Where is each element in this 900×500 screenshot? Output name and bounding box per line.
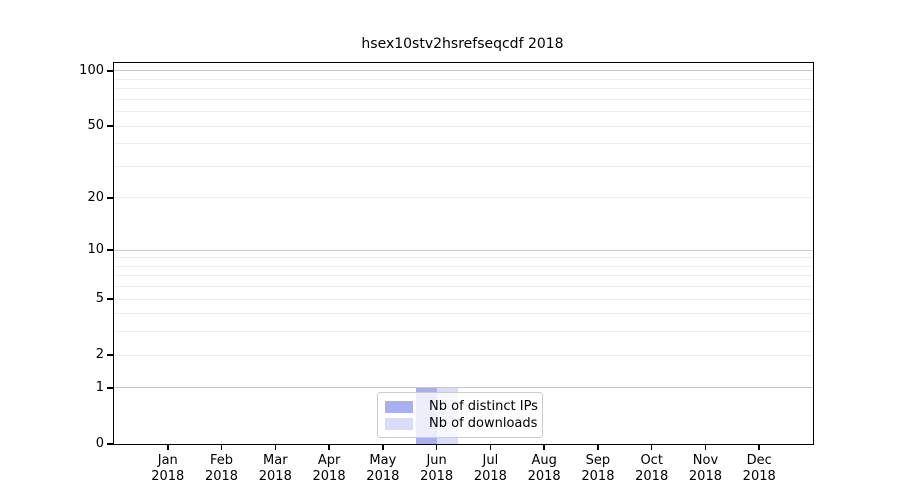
y-tick-mark-1	[107, 387, 113, 389]
x-tick-label-may: May 2018	[366, 453, 400, 484]
x-tick-mark-jan	[167, 444, 169, 450]
y-tick-label-10: 10	[87, 242, 104, 258]
x-tick-mark-sep	[597, 444, 599, 450]
y-tick-label-5: 5	[95, 291, 104, 307]
y-gridline-8	[114, 265, 813, 267]
x-tick-label-apr: Apr 2018	[312, 453, 346, 484]
x-tick-label-dec: Dec 2018	[742, 453, 776, 484]
y-tick-label-1: 1	[95, 379, 104, 395]
y-gridline-100	[114, 70, 813, 72]
y-gridline-5	[114, 298, 813, 300]
x-tick-label-oct: Oct 2018	[635, 453, 669, 484]
y-gridline-20	[114, 197, 813, 199]
x-tick-mark-jul	[489, 444, 492, 450]
y-tick-mark-2	[107, 354, 113, 356]
y-gridline-6	[114, 286, 813, 288]
x-tick-mark-jun	[435, 444, 438, 450]
x-tick-mark-feb	[220, 444, 223, 450]
x-tick-label-nov: Nov 2018	[688, 453, 722, 484]
y-tick-label-2: 2	[95, 347, 104, 363]
y-gridline-3	[114, 331, 813, 333]
x-tick-mark-may	[382, 444, 384, 450]
y-tick-label-0: 0	[95, 436, 104, 451]
x-tick-label-feb: Feb 2018	[204, 453, 239, 484]
x-tick-mark-apr	[328, 444, 330, 450]
y-gridline-70	[114, 98, 813, 100]
y-gridline-60	[114, 111, 813, 113]
x-tick-label-sep: Sep 2018	[581, 453, 615, 484]
y-gridline-50	[114, 125, 813, 127]
legend-swatch-distinct-ips-icon	[385, 400, 413, 413]
y-gridline-80	[114, 88, 813, 90]
legend: Nb of distinct IPs Nb of downloads	[377, 392, 543, 438]
legend-label-distinct-ips: Nb of distinct IPs	[429, 399, 538, 414]
x-tick-mark-aug	[543, 444, 545, 450]
y-tick-mark-100	[107, 70, 113, 72]
x-tick-mark-oct	[650, 444, 653, 450]
y-tick-mark-0	[107, 443, 113, 445]
x-tick-label-mar: Mar 2018	[258, 453, 292, 484]
y-gridline-1	[114, 387, 813, 389]
y-tick-mark-5	[107, 298, 113, 300]
legend-entry-distinct-ips: Nb of distinct IPs	[385, 399, 538, 414]
y-gridline-9	[114, 257, 813, 259]
y-tick-label-50: 50	[87, 118, 104, 134]
y-tick-mark-50	[107, 125, 113, 127]
y-gridline-30	[114, 165, 813, 167]
y-tick-label-100: 100	[79, 62, 104, 78]
legend-label-downloads: Nb of downloads	[429, 416, 538, 431]
y-gridline-90	[114, 78, 813, 80]
legend-swatch-downloads-icon	[385, 417, 413, 430]
y-tick-mark-10	[107, 249, 113, 251]
y-gridline-10	[114, 249, 813, 251]
y-gridline-40	[114, 143, 813, 145]
y-tick-label-20: 20	[87, 189, 104, 205]
y-gridline-2	[114, 354, 813, 356]
y-gridline-4	[114, 313, 813, 315]
y-tick-mark-20	[107, 197, 113, 199]
x-tick-mark-mar	[274, 444, 277, 450]
legend-entry-downloads: Nb of downloads	[385, 416, 538, 431]
x-tick-label-aug: Aug 2018	[527, 453, 561, 484]
x-tick-label-jan: Jan 2018	[151, 453, 185, 484]
x-tick-mark-nov	[704, 444, 707, 450]
y-gridline-7	[114, 275, 813, 277]
chart-title: hsex10stv2hsrefseqcdf 2018	[361, 36, 564, 52]
x-tick-label-jun: Jun 2018	[420, 453, 454, 484]
x-tick-label-jul: Jul 2018	[473, 453, 507, 484]
x-tick-mark-dec	[758, 444, 760, 450]
plot-area: 0 1 2 5 10 20 50 100 Jan 2018 Feb 2018 Mar 2018 Apr…	[79, 62, 814, 484]
